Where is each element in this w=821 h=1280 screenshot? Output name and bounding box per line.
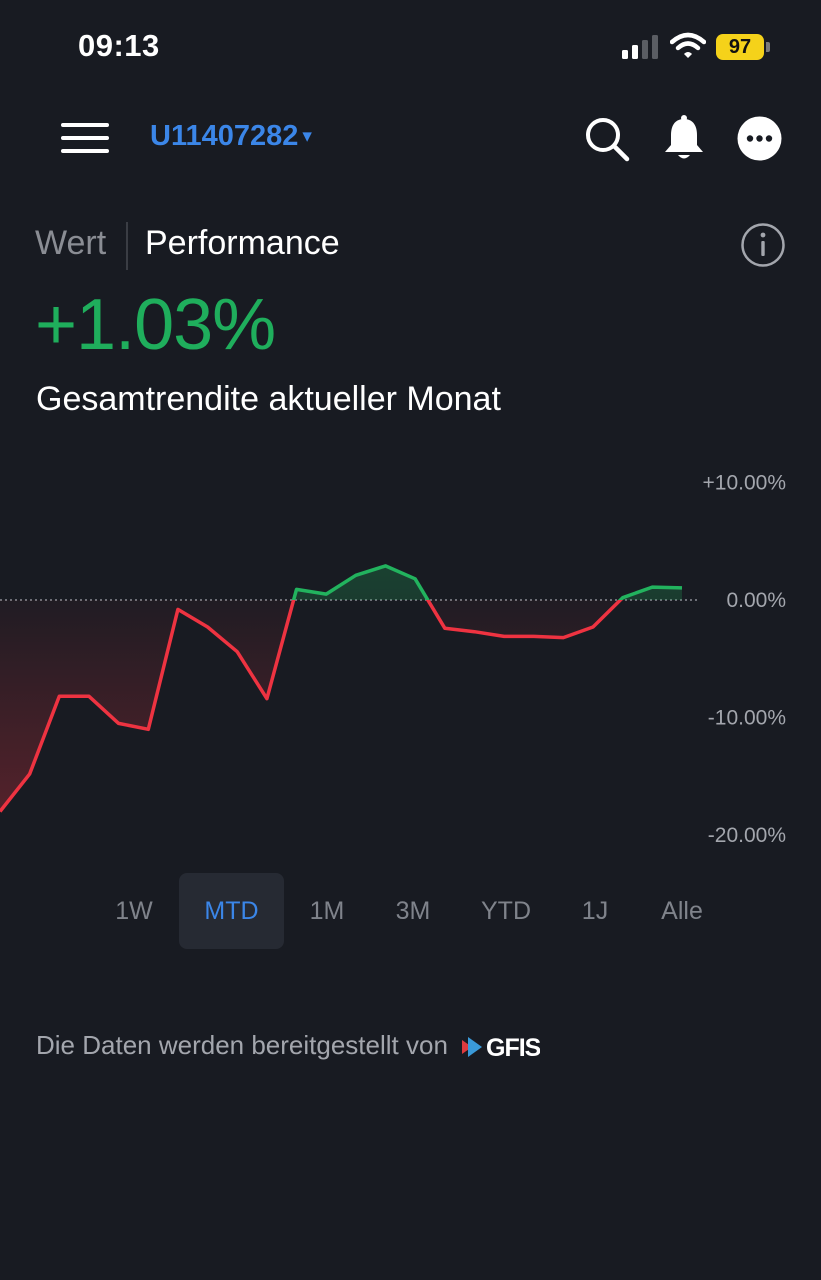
tab-wert[interactable]: Wert [35,224,107,262]
range-ytd[interactable]: YTD [481,897,531,925]
battery-level: 97 [716,34,764,60]
series-line-negative [0,600,623,813]
performance-label: Gesamtrendite aktueller Monat [36,380,501,418]
y-tick-label: -10.00% [708,707,786,730]
tab-divider [126,222,128,270]
tab-performance[interactable]: Performance [145,224,340,262]
range-mtd[interactable]: MTD [179,873,284,949]
range-3m[interactable]: 3M [395,897,431,925]
signal-icon [622,35,658,59]
range-1m[interactable]: 1M [309,897,345,925]
svg-text:GFIS: GFIS [486,1034,540,1062]
range-alle[interactable]: Alle [661,897,703,925]
y-tick-label: 0.00% [726,589,786,612]
more-icon[interactable] [737,116,782,161]
account-id: U11407282 [150,120,299,152]
gfis-logo: GFIS [462,1034,540,1062]
account-selector[interactable]: U11407282 ▾ [150,120,312,153]
performance-value: +1.03% [35,285,276,365]
status-time: 09:13 [78,28,160,63]
search-icon[interactable] [584,116,630,162]
range-1w[interactable]: 1W [115,897,153,925]
series-line-positive [291,564,683,600]
menu-icon[interactable] [60,118,110,158]
info-icon[interactable] [740,222,786,268]
range-1j[interactable]: 1J [581,897,609,925]
positive-area [0,565,682,600]
chevron-down-icon: ▾ [302,126,312,147]
y-tick-label: +10.00% [703,472,787,495]
performance-chart: +10.00% 0.00% -10.00% -20.00% [0,472,787,847]
bell-icon[interactable] [662,114,706,162]
negative-area [0,600,682,812]
wifi-icon [670,32,706,58]
battery-icon: 97 [716,34,770,60]
y-tick-label: -20.00% [708,824,786,847]
data-provider-text: Die Daten werden bereitgestellt von [36,1030,448,1060]
